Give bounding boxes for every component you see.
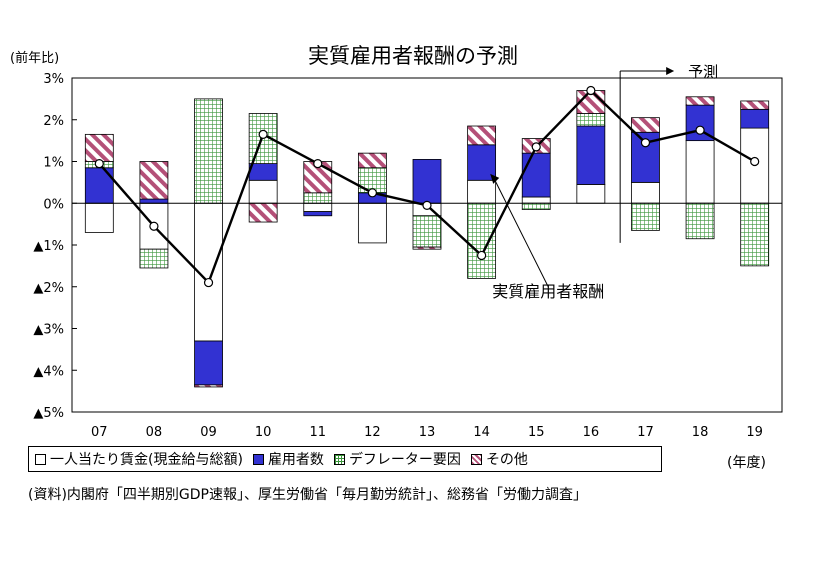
line-point <box>422 200 432 210</box>
bar-segment-4 <box>194 384 223 388</box>
annotation-line-label: 実質雇用者報酬 <box>492 282 604 301</box>
bar-segment-3 <box>467 202 497 279</box>
bar-segment-3 <box>685 202 715 240</box>
line-point <box>258 129 268 139</box>
y-tick-label: 1% <box>43 156 64 171</box>
x-tick-label: 18 <box>692 425 709 440</box>
line-point <box>149 221 159 231</box>
x-tick-label: 11 <box>309 425 326 440</box>
line-point <box>750 156 760 167</box>
legend-item-employees: 雇用者数 <box>252 449 324 469</box>
line-point <box>313 158 323 169</box>
bar-segment-4 <box>139 161 169 200</box>
source-note: (資料)内閣府「四半期別GDP速報」、厚生労働省「毎月勤労統計」、総務省「労働力… <box>28 487 587 503</box>
bar-segment-1 <box>576 184 606 204</box>
bar-segment-3 <box>194 98 223 204</box>
bar-segment-4 <box>412 246 442 250</box>
x-tick-label: 16 <box>583 425 600 440</box>
bar-segment-4 <box>631 117 660 133</box>
bar-segment-4 <box>467 125 497 146</box>
bar-segment-4 <box>84 133 114 162</box>
line-point <box>586 85 596 96</box>
legend-swatch-employees <box>252 453 264 465</box>
legend-label-deflator: デフレーター要因 <box>348 452 461 468</box>
x-axis-unit-label: (年度) <box>727 455 766 471</box>
annotation-arrow-line <box>493 178 549 287</box>
x-tick-label: 07 <box>91 425 108 440</box>
y-tick-label: ▲1% <box>33 239 64 254</box>
y-tick-label: 2% <box>43 114 64 129</box>
bar-segment-3 <box>139 248 169 269</box>
y-tick-label: 3% <box>43 72 64 87</box>
line-point <box>695 125 705 135</box>
bar-segment-2 <box>412 159 442 204</box>
bar-segment-3 <box>631 202 660 231</box>
bar-segment-3 <box>576 113 606 127</box>
bar-segment-2 <box>248 163 278 181</box>
bar-segment-2 <box>576 125 606 185</box>
y-tick-label: ▲3% <box>33 323 64 338</box>
line-point <box>367 188 377 198</box>
annotation-arrowhead <box>490 173 500 184</box>
legend-swatch-wage <box>35 453 46 465</box>
line-point <box>203 277 214 288</box>
legend-item-other: その他 <box>470 449 528 469</box>
bar-segment-2 <box>303 211 333 217</box>
line-point <box>531 142 541 152</box>
forecast-arrowhead <box>666 67 675 75</box>
bar-segment-2 <box>194 340 223 386</box>
x-tick-label: 14 <box>473 425 490 440</box>
y-tick-label: ▲4% <box>33 364 64 379</box>
bar-segment-1 <box>303 202 333 212</box>
legend-item-deflator: デフレーター要因 <box>333 449 461 469</box>
bar-segment-3 <box>303 192 333 204</box>
chart-title: 実質雇用者報酬の予測 <box>308 44 518 68</box>
x-tick-label: 17 <box>637 425 654 440</box>
legend: 一人当たり賃金(現金給与総額) 雇用者数 デフレーター要因 その他 <box>28 446 662 472</box>
bar-segment-3 <box>740 202 770 267</box>
x-tick-label: 10 <box>255 425 272 440</box>
legend-swatch-deflator <box>333 453 345 465</box>
line-point <box>640 138 651 148</box>
bar-segment-1 <box>467 179 497 204</box>
legend-item-wage: 一人当たり賃金(現金給与総額) <box>35 449 243 469</box>
forecast-label: 予測 <box>688 63 718 81</box>
bar-segment-3 <box>521 202 551 210</box>
x-tick-label: 19 <box>746 425 763 440</box>
bar-segment-3 <box>412 215 442 248</box>
y-tick-label: 0% <box>43 197 64 212</box>
bar-segment-4 <box>685 96 715 106</box>
bar-segment-1 <box>84 202 114 233</box>
bar-segment-4 <box>357 152 387 169</box>
bar-segment-4 <box>740 100 770 110</box>
legend-swatch-other <box>470 453 482 465</box>
bar-segment-1 <box>521 196 551 204</box>
bar-segment-2 <box>521 152 551 198</box>
bar-segment-1 <box>357 202 387 244</box>
line-point <box>94 158 104 169</box>
bar-segment-1 <box>631 181 660 204</box>
y-tick-label: ▲2% <box>33 281 64 296</box>
x-tick-label: 08 <box>146 425 163 440</box>
y-axis-unit-label: (前年比) <box>10 51 60 66</box>
legend-label-other: その他 <box>485 452 528 468</box>
legend-label-wage: 一人当たり賃金(現金給与総額) <box>50 452 243 468</box>
line-point <box>477 250 487 261</box>
bar-segment-4 <box>248 202 278 223</box>
bar-segment-1 <box>685 140 715 204</box>
y-tick-label: ▲5% <box>33 406 64 421</box>
bar-segment-1 <box>248 179 278 204</box>
x-tick-label: 09 <box>200 425 217 440</box>
bar-segment-2 <box>139 198 169 204</box>
bar-segment-2 <box>740 108 770 129</box>
x-tick-label: 15 <box>528 425 545 440</box>
x-tick-label: 12 <box>364 425 381 440</box>
legend-label-employees: 雇用者数 <box>267 452 324 468</box>
x-tick-label: 13 <box>419 425 436 440</box>
